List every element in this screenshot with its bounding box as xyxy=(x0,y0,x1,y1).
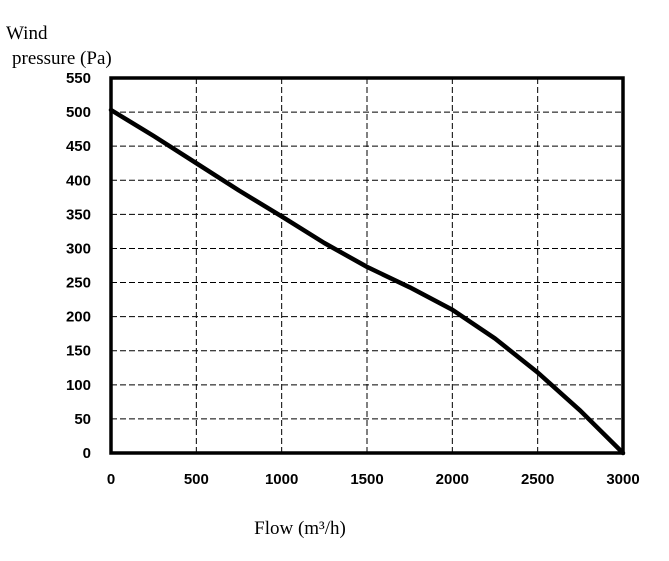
y-tick-label: 150 xyxy=(66,343,91,360)
y-tick-label: 550 xyxy=(66,70,91,87)
y-tick-label: 200 xyxy=(66,309,91,326)
x-tick-label: 1500 xyxy=(350,471,383,488)
x-axis-label: Flow (m³/h) xyxy=(254,518,346,539)
y-axis-label-line2: pressure (Pa) xyxy=(12,48,112,69)
y-tick-label: 450 xyxy=(66,138,91,155)
x-tick-label: 0 xyxy=(107,471,115,488)
x-tick-label: 500 xyxy=(184,471,209,488)
pressure-flow-curve xyxy=(108,107,626,456)
plot-frame xyxy=(109,76,625,455)
tick-labels: 0 500 1000 1500 2000 2500 3000 0 50 100 150 200 250 3… xyxy=(66,70,640,488)
x-tick-label: 1000 xyxy=(265,471,298,488)
y-tick-label: 350 xyxy=(66,206,91,223)
series-layer xyxy=(108,107,626,456)
y-tick-label: 250 xyxy=(66,275,91,292)
x-tick-label: 2000 xyxy=(436,471,469,488)
x-tick-label: 2500 xyxy=(521,471,554,488)
y-tick-label: 0 xyxy=(83,445,91,462)
grid-lines xyxy=(111,78,623,453)
y-axis-label-line1: Wind xyxy=(6,23,48,44)
y-tick-label: 50 xyxy=(74,411,91,428)
y-tick-label: 300 xyxy=(66,240,91,257)
y-tick-label: 100 xyxy=(66,377,91,394)
y-tick-label: 400 xyxy=(66,172,91,189)
y-tick-label: 500 xyxy=(66,104,91,121)
x-tick-label: 3000 xyxy=(606,471,639,488)
